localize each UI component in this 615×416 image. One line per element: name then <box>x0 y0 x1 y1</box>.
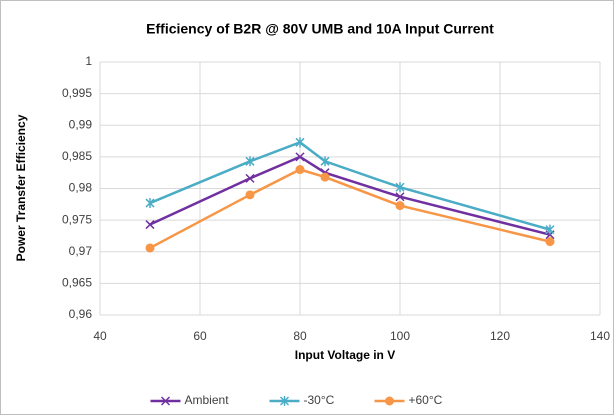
marker <box>295 165 305 175</box>
legend-label: +60°C <box>409 393 443 407</box>
marker <box>545 237 555 247</box>
marker <box>145 220 155 230</box>
marker <box>245 173 255 183</box>
series-line <box>149 168 551 250</box>
marker <box>320 172 330 182</box>
legend-item: -30°C <box>269 393 335 407</box>
x-tick-label: 140 <box>590 329 610 343</box>
marker <box>245 190 255 200</box>
legend-item: Ambient <box>150 393 230 407</box>
legend-item: +60°C <box>374 393 443 407</box>
chart-title: Efficiency of B2R @ 80V UMB and 10A Inpu… <box>146 21 494 37</box>
marker <box>160 396 171 406</box>
marker <box>395 201 405 211</box>
legend-label: -30°C <box>304 393 335 407</box>
marker <box>145 243 155 253</box>
y-tick-label: 0,98 <box>69 181 93 195</box>
series-line <box>149 155 551 236</box>
x-tick-label: 40 <box>93 329 107 343</box>
marker <box>395 182 405 193</box>
marker <box>395 192 405 202</box>
marker <box>145 198 155 209</box>
marker <box>385 396 394 406</box>
y-tick-label: 0,995 <box>62 86 92 100</box>
marker <box>295 152 305 162</box>
y-tick-label: 0,96 <box>69 307 93 321</box>
legend-label: Ambient <box>185 393 230 407</box>
y-tick-label: 0,985 <box>62 149 92 163</box>
series-line <box>149 140 551 231</box>
marker <box>295 137 305 148</box>
marker <box>245 156 255 167</box>
marker <box>279 396 290 406</box>
y-tick-label: 0,99 <box>69 117 93 131</box>
y-tick-label: 1 <box>85 54 92 68</box>
y-tick-label: 0,965 <box>62 276 92 290</box>
y-tick-label: 0,97 <box>69 244 93 258</box>
y-tick-label: 0,975 <box>62 212 92 226</box>
x-axis-title: Input Voltage in V <box>295 348 395 362</box>
y-axis-title: Power Transfer Efficiency <box>14 114 28 261</box>
x-tick-label: 100 <box>390 329 410 343</box>
x-tick-label: 60 <box>193 329 207 343</box>
marker <box>545 224 555 235</box>
x-tick-label: 120 <box>490 329 510 343</box>
x-tick-label: 80 <box>293 329 307 343</box>
marker <box>320 156 330 167</box>
